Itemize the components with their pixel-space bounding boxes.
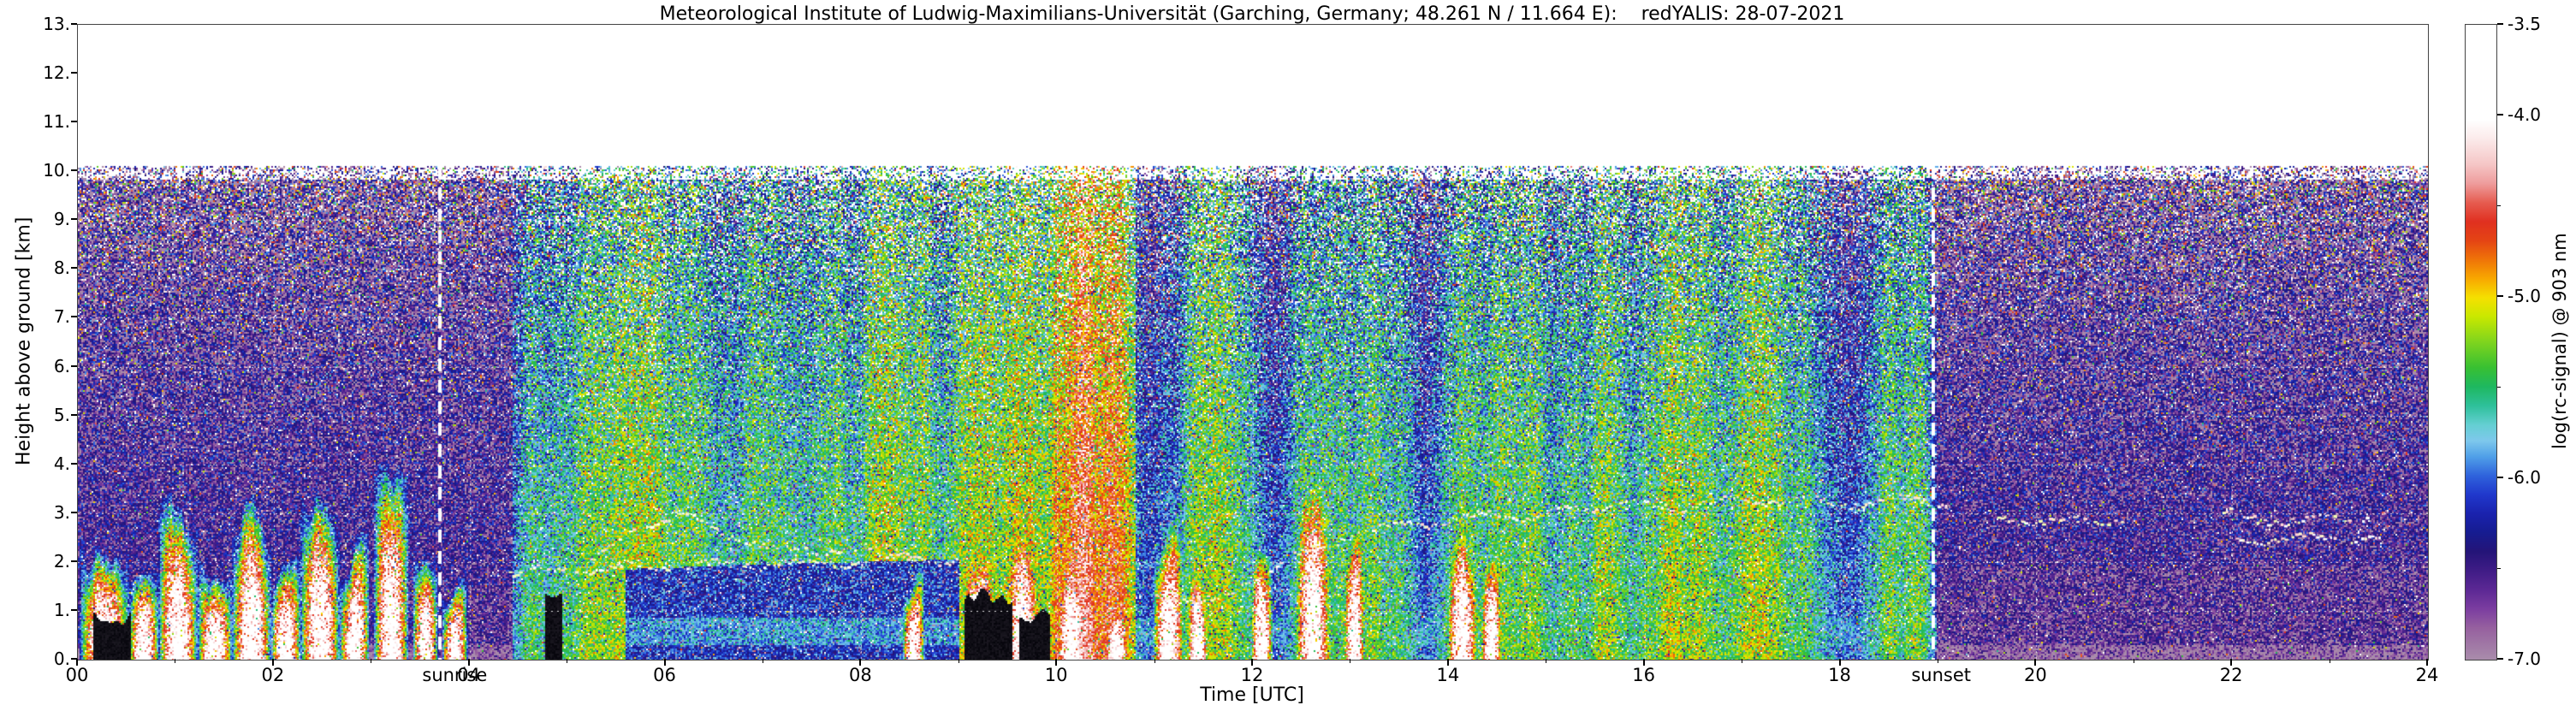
x-tick-mark [1055,659,1058,666]
chart-title: Meteorological Institute of Ludwig-Maxim… [659,3,1845,25]
x-tick-label: 10 [1044,665,1068,685]
y-tick-label: 9. [53,209,70,230]
y-tick-label: 7. [53,306,70,328]
colorbar-tick-mark [2497,658,2503,660]
y-tick-label: 5. [53,404,70,425]
y-tick-label: 13. [43,14,70,34]
colorbar-tick-mark [2497,295,2503,297]
x-tick-label: 02 [261,665,285,685]
y-tick-mark [71,608,77,611]
y-tick-label: 4. [53,453,70,474]
x-tick-label: 20 [2023,665,2047,685]
x-tick-label: 14 [1436,665,1460,685]
heatmap-canvas [78,25,2428,660]
x-tick-mark [859,659,862,666]
y-tick-label: 2. [53,550,70,572]
x-tick-label: 04 [457,665,481,685]
colorbar-tick-mark [2497,114,2503,116]
colorbar-tick-label: -6.0 [2508,467,2542,488]
y-tick-label: 6. [53,355,70,376]
x-tick-label: 06 [653,665,676,685]
x-tick-mark [271,659,274,666]
y-tick-mark [71,218,77,221]
colorbar-tick-label: -7.0 [2508,649,2542,669]
x-tick-label: 16 [1632,665,1656,685]
y-tick-mark [71,658,77,660]
y-tick-mark [71,413,77,416]
colorbar-tick-label: -4.0 [2508,104,2542,125]
y-tick-mark [71,121,77,123]
y-tick-label: 1. [53,599,70,620]
x-tick-label: 22 [2219,665,2243,685]
colorbar-tick-label: -5.0 [2508,286,2542,306]
x-tick-mark [2426,659,2428,666]
x-tick-mark [1838,659,1841,666]
x-tick-label: 24 [2415,665,2439,685]
y-tick-mark [71,72,77,74]
x-tick-label: 12 [1240,665,1264,685]
x-tick-mark [2230,659,2233,666]
y-tick-mark [71,462,77,465]
colorbar-tick-mark [2497,23,2503,25]
y-tick-label: 3. [53,501,70,523]
y-tick-label: 0. [53,649,70,669]
x-minor-tick-mark [1154,659,1155,663]
y-tick-label: 10. [43,160,70,181]
x-tick-mark [663,659,666,666]
colorbar-minor-tick-mark [2497,387,2501,388]
x-tick-mark [467,659,470,666]
x-tick-mark [1446,659,1449,666]
y-tick-mark [71,364,77,367]
x-tick-mark [1251,659,1253,666]
sunset-label: sunset [1911,665,1972,685]
colorbar-gradient [2465,24,2497,661]
x-axis-label: Time [UTC] [1200,684,1304,705]
x-tick-label: 18 [1828,665,1851,685]
colorbar-tick-label: -3.5 [2508,14,2542,34]
y-tick-label: 8. [53,258,70,279]
y-tick-mark [71,316,77,318]
x-tick-label: 00 [65,665,89,685]
plot-area [77,24,2429,661]
x-tick-mark [76,659,78,666]
y-tick-mark [71,23,77,25]
sunrise-label: sunrise [422,665,488,685]
y-tick-mark [71,511,77,513]
x-tick-mark [2034,659,2037,666]
colorbar-tick-mark [2497,477,2503,478]
y-tick-mark [71,560,77,562]
y-tick-label: 12. [43,62,70,84]
colorbar-minor-tick-mark [2497,205,2501,206]
x-tick-label: 08 [848,665,872,685]
colorbar-minor-tick-mark [2497,568,2501,569]
y-tick-mark [71,267,77,270]
x-tick-mark [1642,659,1645,666]
y-tick-label: 11. [43,111,70,133]
y-tick-mark [71,169,77,172]
